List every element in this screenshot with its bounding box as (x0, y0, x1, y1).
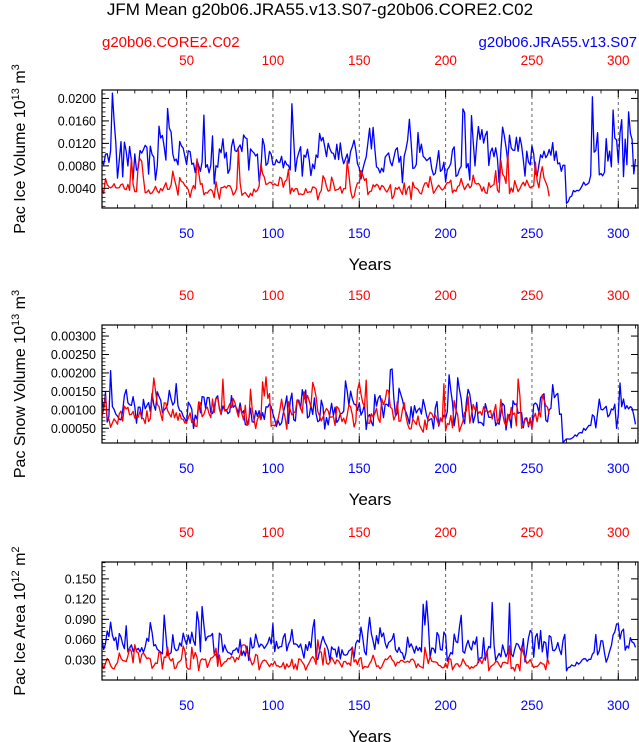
y-tick-label: 0.00300 (51, 330, 96, 344)
y-tick-label: 0.00250 (51, 348, 96, 362)
x-tick-label-bottom: 100 (262, 226, 285, 241)
x-tick-label-bottom: 50 (179, 226, 194, 241)
y-tick-label: 0.0200 (58, 92, 96, 106)
x-tick-label-top: 200 (434, 53, 457, 68)
y-axis-label: Pac Ice Area 1012 m2 (10, 546, 29, 695)
x-tick-label-top: 50 (179, 53, 194, 68)
x-tick-label-top: 150 (348, 525, 371, 540)
y-tick-label: 0.090 (65, 613, 96, 627)
x-tick-label-bottom: 150 (348, 461, 371, 476)
x-tick-label-top: 300 (607, 288, 630, 303)
x-tick-label-top: 100 (262, 53, 285, 68)
x-tick-label-top: 50 (179, 525, 194, 540)
series-line-core2 (101, 376, 550, 433)
y-axis-label-ylabel-unit-exp: 2 (10, 546, 22, 552)
x-tick-label-bottom: 50 (179, 461, 194, 476)
x-axis-label: Years (349, 490, 392, 509)
x-tick-label-bottom: 100 (262, 461, 285, 476)
series-line-jra55 (101, 92, 637, 205)
y-axis-label-ylabel-main: Pac Snow Volume 10 (12, 326, 29, 478)
y-tick-label: 0.0160 (58, 114, 96, 128)
y-axis-label-ylabel-exp: 13 (10, 314, 22, 326)
chart-panel-2: 0.00050 0.00100 0.00150 0.00200 0.00250 0.003… (10, 288, 639, 509)
panels: 0.0040 0.0080 0.0120 0.0160 0.0200 50 50 100 100… (10, 53, 639, 742)
x-axis-label: Years (349, 255, 392, 274)
plot-frame (101, 561, 639, 681)
y-tick-label: 0.0120 (58, 137, 96, 151)
x-tick-label-bottom: 200 (434, 226, 457, 241)
y-tick-label: 0.00100 (51, 403, 96, 417)
x-tick-label-bottom: 150 (348, 226, 371, 241)
x-tick-label-top: 50 (179, 288, 194, 303)
x-tick-label-bottom: 250 (521, 461, 544, 476)
x-tick-label-top: 300 (607, 53, 630, 68)
plot-frame (101, 89, 639, 209)
plot-frame (101, 324, 639, 444)
y-tick-label: 0.030 (65, 653, 96, 667)
x-tick-label-top: 250 (521, 53, 544, 68)
x-tick-label-bottom: 250 (521, 698, 544, 713)
chart-panel-1: 0.0040 0.0080 0.0120 0.0160 0.0200 50 50 100 100… (10, 53, 639, 274)
series-line-jra55 (101, 600, 637, 672)
x-tick-label-top: 250 (521, 288, 544, 303)
y-axis-label-ylabel-unit: m (12, 70, 29, 88)
y-axis-label-ylabel-main: Pac Ice Area 10 (12, 583, 29, 696)
x-tick-label-bottom: 50 (179, 698, 194, 713)
y-axis-label-ylabel-exp: 12 (10, 570, 22, 582)
x-tick-label-bottom: 300 (607, 226, 630, 241)
x-tick-label-top: 200 (434, 288, 457, 303)
y-tick-label: 0.0080 (58, 159, 96, 173)
chart-panel-3: 0.030 0.060 0.090 0.120 0.150 50 50 100 100 150 15… (10, 525, 639, 742)
x-tick-label-top: 100 (262, 525, 285, 540)
y-axis-label-ylabel-unit: m (12, 553, 29, 571)
x-tick-label-top: 200 (434, 525, 457, 540)
x-tick-label-top: 100 (262, 288, 285, 303)
y-tick-label: 0.060 (65, 633, 96, 647)
x-tick-label-bottom: 200 (434, 698, 457, 713)
legend-jra55-label: g20b06.JRA55.v13.S07 (479, 34, 637, 51)
figure-title: JFM Mean g20b06.JRA55.v13.S07-g20b06.COR… (107, 0, 533, 19)
legend-core2-label: g20b06.CORE2.C02 (102, 34, 240, 51)
y-tick-label: 0.00150 (51, 385, 96, 399)
y-axis-label-ylabel-unit-exp: 3 (10, 64, 22, 70)
x-tick-label-top: 300 (607, 525, 630, 540)
y-tick-label: 0.0040 (58, 182, 96, 196)
y-tick-label: 0.00050 (51, 422, 96, 436)
y-axis-label-ylabel-unit: m (12, 296, 29, 314)
x-tick-label-bottom: 300 (607, 698, 630, 713)
y-tick-label: 0.120 (65, 593, 96, 607)
x-tick-label-bottom: 250 (521, 226, 544, 241)
x-axis-label: Years (349, 727, 392, 742)
x-tick-label-top: 150 (348, 53, 371, 68)
y-axis-label-ylabel-main: Pac Ice Volume 10 (12, 100, 29, 234)
x-tick-label-bottom: 200 (434, 461, 457, 476)
x-tick-label-bottom: 100 (262, 698, 285, 713)
x-tick-label-top: 250 (521, 525, 544, 540)
series-line-core2 (101, 639, 550, 672)
y-axis-label-ylabel-exp: 13 (10, 88, 22, 100)
y-axis-label: Pac Snow Volume 1013 m3 (10, 290, 29, 478)
x-tick-label-bottom: 300 (607, 461, 630, 476)
y-tick-label: 0.150 (65, 572, 96, 586)
y-axis-label: Pac Ice Volume 1013 m3 (10, 64, 29, 234)
x-tick-label-bottom: 150 (348, 698, 371, 713)
series-line-core2 (101, 148, 550, 201)
series-line-jra55 (101, 368, 637, 444)
y-axis-label-ylabel-unit-exp: 3 (10, 290, 22, 296)
y-tick-label: 0.00200 (51, 366, 96, 380)
x-tick-label-top: 150 (348, 288, 371, 303)
